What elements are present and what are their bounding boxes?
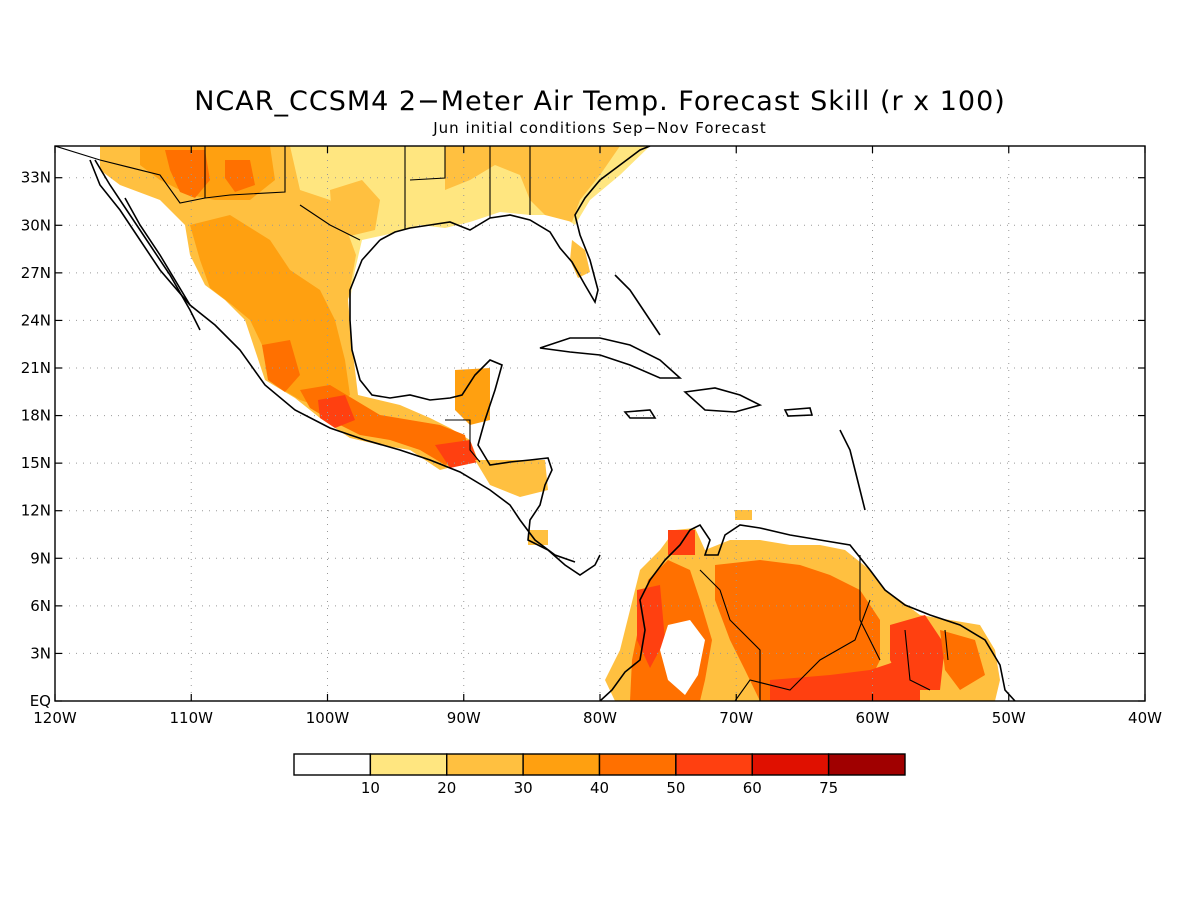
skill-region-sierra (262, 340, 300, 392)
colorbar-label: 50 (666, 779, 685, 797)
skill-region-panama (528, 530, 548, 545)
colorbar-label: 30 (514, 779, 533, 797)
skill-region-mexico-west (190, 215, 350, 410)
lat-tick-label: 27N (21, 264, 51, 282)
lon-tick-label: 40W (1128, 709, 1162, 727)
lat-tick-label: 9N (30, 549, 51, 567)
latitude-axis: 33N 30N 27N 24N 21N 18N 15N 12N 9N 6N 3N EQ (21, 169, 1145, 710)
lat-tick-label: EQ (30, 692, 51, 710)
skill-region-amapa (940, 630, 985, 690)
colorbar-label: 75 (819, 779, 838, 797)
lat-tick-label: 18N (21, 407, 51, 425)
colorbar-label: 60 (743, 779, 762, 797)
lat-lon-grid (55, 146, 1145, 701)
skill-region-guatemala (435, 440, 478, 468)
skill-region-us-southeast (445, 146, 620, 222)
lon-tick-label: 100W (306, 709, 350, 727)
skill-region-amazon (770, 660, 920, 701)
colorbar-label: 40 (590, 779, 609, 797)
skill-shading (100, 146, 1000, 701)
colorbar-bin (446, 753, 524, 776)
lon-tick-label: 80W (583, 709, 617, 727)
skill-region-caribbean-islands (735, 510, 752, 520)
skill-region-venezuela (715, 560, 880, 701)
political-borders (55, 146, 949, 701)
lon-tick-label: 70W (719, 709, 753, 727)
skill-region-chihuahua (165, 150, 210, 198)
colorbar-label: 20 (437, 779, 456, 797)
colorbar-bin (522, 753, 601, 776)
coastlines (89, 146, 1016, 701)
lon-tick-label: 110W (170, 709, 214, 727)
lat-tick-label: 30N (21, 216, 51, 234)
lat-tick-label: 21N (21, 359, 51, 377)
skill-region-sonora (225, 160, 255, 192)
colorbar-bin (598, 753, 677, 776)
colorbar-bin (827, 753, 906, 776)
lon-tick-label: 50W (992, 709, 1026, 727)
lat-tick-label: 12N (21, 502, 51, 520)
longitude-axis: 120W 110W 100W 90W 80W 70W 60W 50W 40W (33, 146, 1162, 727)
skill-region-guiana (890, 615, 945, 690)
lon-tick-label: 120W (33, 709, 77, 727)
map-subtitle: Jun initial conditions Sep−Nov Forecast (433, 119, 767, 137)
colorbar-bin (675, 753, 753, 776)
skill-region-inner-colombia-white (660, 620, 705, 695)
skill-region-florida (570, 240, 590, 278)
lat-tick-label: 6N (30, 597, 51, 615)
colorbar-bin (751, 753, 830, 776)
lat-tick-label: 3N (30, 644, 51, 662)
colorbar-bin (293, 753, 372, 776)
skill-region-honduras (475, 460, 548, 497)
lat-tick-label: 15N (21, 454, 51, 472)
skill-region-yucatan (455, 368, 490, 425)
lat-tick-label: 33N (21, 169, 51, 187)
lat-tick-label: 24N (21, 311, 51, 329)
colorbar-bin (369, 753, 448, 776)
colorbar: 10 20 30 40 50 60 75 (293, 753, 906, 797)
lon-tick-label: 90W (447, 709, 481, 727)
map-title: NCAR_CCSM4 2−Meter Air Temp. Forecast Sk… (194, 86, 1006, 117)
lon-tick-label: 60W (856, 709, 890, 727)
colorbar-label: 10 (361, 779, 380, 797)
